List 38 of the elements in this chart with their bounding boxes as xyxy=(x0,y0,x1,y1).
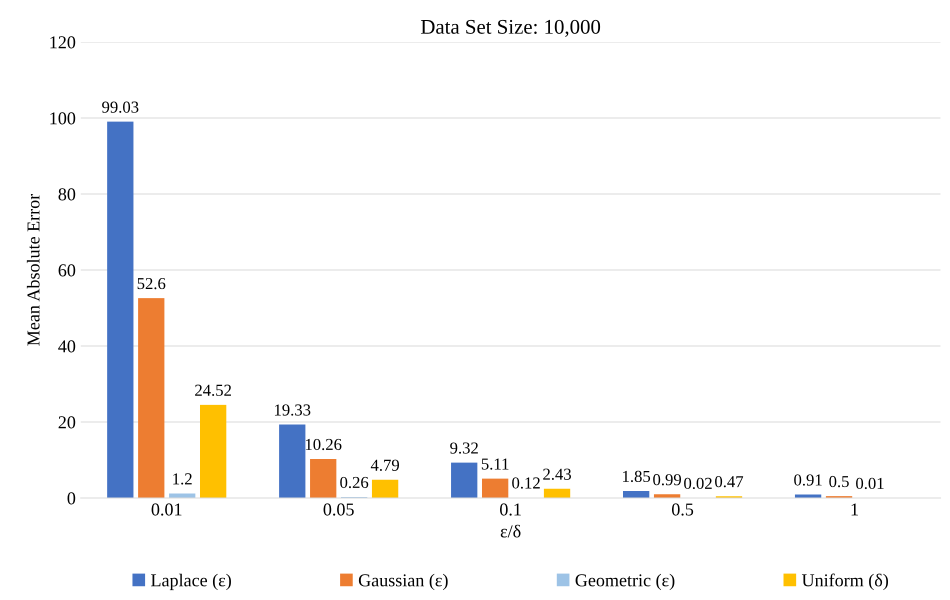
y-tick-label: 0 xyxy=(68,492,76,504)
y-tick-label: 120 xyxy=(50,36,76,48)
data-label: 2.43 xyxy=(543,468,571,480)
data-label: 0.5 xyxy=(829,476,849,488)
data-label: 0.47 xyxy=(715,476,744,488)
y-tick-label: 80 xyxy=(58,188,76,200)
x-tick-label: 1 xyxy=(852,503,858,516)
x-tick-label: 0.1 xyxy=(500,503,521,516)
data-label: 1.2 xyxy=(173,473,192,485)
data-label: 0.26 xyxy=(340,476,368,488)
legend-label: Laplace (ε) xyxy=(151,574,231,590)
legend-label: Geometric (ε) xyxy=(576,574,674,590)
data-label: 0.02 xyxy=(684,478,712,490)
data-label: 99.03 xyxy=(102,102,138,113)
y-tick-label: 60 xyxy=(58,264,76,276)
legend-label: Gaussian (ε) xyxy=(358,574,448,590)
data-label: 1.85 xyxy=(623,470,650,482)
y-tick-label: 40 xyxy=(58,340,76,352)
x-axis-title: ε/δ xyxy=(500,524,520,538)
data-label: 0.01 xyxy=(856,478,884,490)
data-label: 4.79 xyxy=(370,460,400,471)
data-label: 24.52 xyxy=(195,384,231,396)
y-axis-title: Mean Absolute Error xyxy=(26,194,40,346)
y-tick-label: 100 xyxy=(50,112,76,124)
x-tick-label: 0.5 xyxy=(672,503,694,516)
data-label: 19.33 xyxy=(274,404,310,416)
data-label: 5.11 xyxy=(482,458,508,470)
data-label: 52.6 xyxy=(138,278,166,290)
legend-label: Uniform (δ) xyxy=(802,574,888,590)
data-label: 0.99 xyxy=(653,474,681,486)
chart-title: Data Set Size: 10,000 xyxy=(420,20,600,37)
data-label: 9.32 xyxy=(450,442,478,454)
y-tick-label: 20 xyxy=(58,416,76,428)
data-label: 0.12 xyxy=(512,477,540,489)
data-label: 0.91 xyxy=(794,474,822,486)
x-tick-label: 0.05 xyxy=(324,503,354,516)
x-tick-label: 0.01 xyxy=(152,503,182,516)
data-label: 10.26 xyxy=(306,438,342,450)
